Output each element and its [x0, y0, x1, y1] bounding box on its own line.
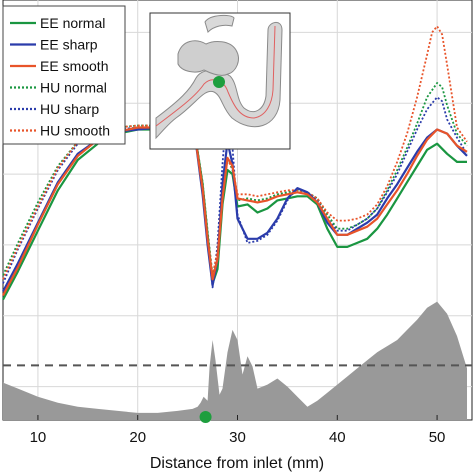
legend-label: HU normal	[40, 80, 107, 96]
inset-marker	[213, 76, 225, 88]
x-tick-label: 50	[429, 429, 446, 446]
series-line-hu-smooth	[2, 25, 468, 280]
x-ticks: 10 20 30 40 50	[30, 415, 446, 446]
legend: EE normal EE sharp EE smooth HU normal HU sh…	[2, 5, 126, 145]
x-tick-label: 20	[129, 429, 146, 446]
series-line-ee-smooth	[2, 118, 468, 297]
background-profile-area	[3, 301, 468, 420]
x-tick-label: 30	[229, 429, 246, 446]
position-marker	[199, 410, 212, 423]
vessel-inset	[149, 12, 291, 150]
legend-label: EE normal	[40, 15, 105, 31]
background-profile	[3, 301, 468, 420]
legend-label: HU smooth	[40, 123, 110, 139]
x-tick-label: 10	[30, 429, 47, 446]
x-tick-label: 40	[329, 429, 346, 446]
series-line-ee-sharp	[2, 116, 468, 293]
series-group	[2, 25, 468, 301]
x-axis-title: Distance from inlet (mm)	[150, 455, 324, 472]
vessel-aneurysm-icon	[155, 14, 283, 140]
series-line-hu-normal	[2, 82, 468, 277]
legend-items: EE normal EE sharp EE smooth HU normal HU sh…	[10, 15, 110, 139]
legend-label: EE sharp	[40, 37, 98, 53]
legend-label: HU sharp	[40, 101, 99, 117]
legend-box	[2, 5, 126, 145]
legend-label: EE smooth	[40, 58, 108, 74]
